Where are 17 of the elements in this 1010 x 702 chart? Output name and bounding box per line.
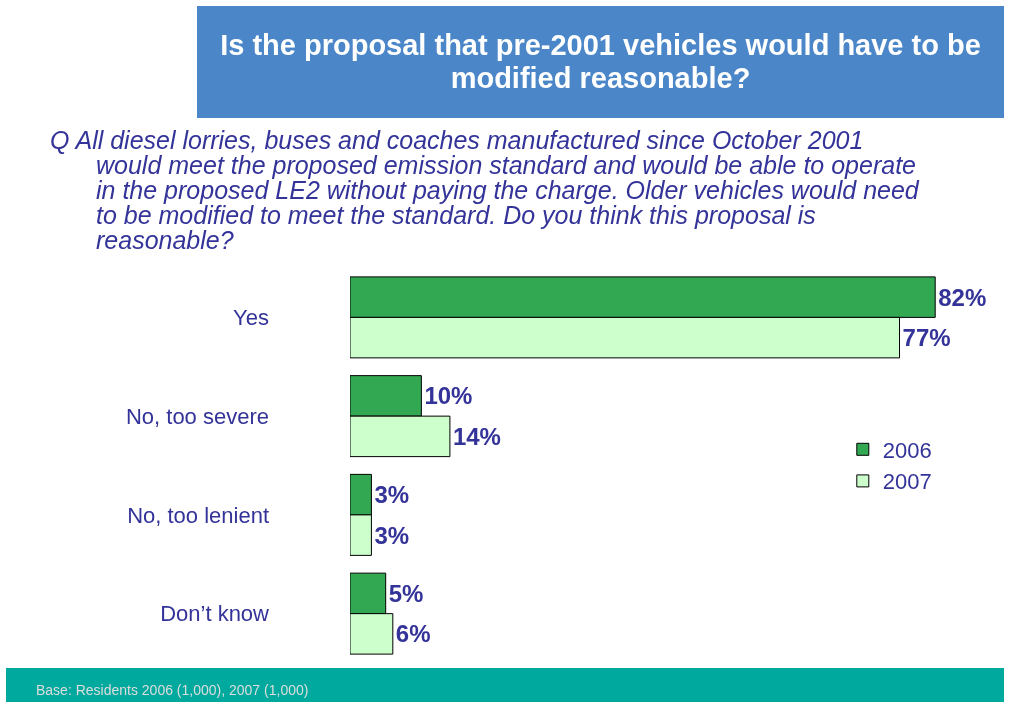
data-label: 77%: [902, 324, 951, 352]
legend-label: 2006: [882, 437, 932, 463]
text: Base: Residents 2006 (1,000), 2007 (1,000): [6, 668, 1004, 702]
chart-subtitle: Q All diesel lorries, buses and coaches manufactured since October 2001 would meet the proposed emission standard and would be able to operate in the proposed LE2 without paying the charge. Older vehicles would need to be modified to meet the standard. Do you think this proposal is reasonable?: [50, 126, 921, 254]
y-tick-label: No, too severe: [125, 403, 269, 429]
y-tick-label: Don’t know: [160, 601, 270, 627]
legend-label: 2007: [882, 469, 932, 495]
data-label: 6%: [395, 620, 431, 648]
y-tick-label: No, too lenient: [127, 502, 269, 528]
data-label: 82%: [938, 283, 987, 311]
data-label: 10%: [424, 382, 473, 410]
chart-title: Is the proposal that pre-2001 vehicles would have to be modified reasonable?: [197, 6, 1004, 118]
y-tick-label: Yes: [233, 305, 269, 331]
data-label: 3%: [374, 521, 410, 549]
data-label: 14%: [452, 422, 501, 450]
data-label: 5%: [388, 579, 424, 607]
data-label: 3%: [374, 481, 410, 509]
